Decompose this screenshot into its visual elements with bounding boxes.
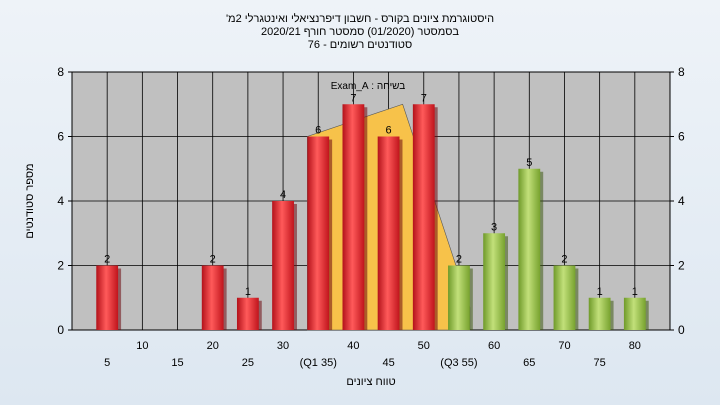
x-tick-label-10: 10 bbox=[136, 340, 148, 352]
x-tick-label-35: (Q1 35) bbox=[300, 357, 337, 369]
bar-value-label-70: 2 bbox=[561, 254, 567, 266]
y-axis-right: 0 2 4 6 8 bbox=[670, 65, 685, 337]
x-tick-label-70: 70 bbox=[558, 340, 570, 352]
y-tick-label-left: 0 bbox=[57, 323, 64, 337]
bar-value-label-25: 1 bbox=[245, 286, 251, 298]
x-tick-label-30: 30 bbox=[277, 340, 289, 352]
bar-35 bbox=[307, 136, 330, 330]
value-labels: 2 2 1 4 6 7 6 7 2 3 5 2 1 1 bbox=[104, 92, 638, 298]
bar-value-label-50: 7 bbox=[421, 92, 427, 104]
x-axis: 5 10 15 20 25 30 (Q1 35) 40 45 50 (Q3 55) 60 65 70 75 8… bbox=[104, 340, 641, 369]
bar-60 bbox=[483, 233, 506, 330]
y-axis-label: מספר סטודנטים bbox=[24, 163, 36, 238]
y-tick-label-right: 4 bbox=[678, 194, 685, 208]
x-tick-label-45: 45 bbox=[382, 357, 394, 369]
bars-group bbox=[96, 104, 649, 330]
bar-70 bbox=[553, 265, 576, 330]
y-axis-left: 0 2 4 6 8 bbox=[57, 65, 72, 337]
y-tick-label-right: 8 bbox=[678, 65, 685, 79]
bar-30 bbox=[272, 201, 294, 330]
x-tick-label-15: 15 bbox=[171, 357, 183, 369]
bar-20 bbox=[201, 265, 224, 330]
chart-title-line-2: בסמסטר (01/2020) סמסטר חורף 2020/21 bbox=[261, 26, 459, 38]
bar-value-label-5: 2 bbox=[104, 254, 110, 266]
bar-80 bbox=[623, 297, 646, 330]
x-tick-label-80: 80 bbox=[629, 340, 641, 352]
x-tick-label-75: 75 bbox=[594, 357, 606, 369]
bar-65 bbox=[518, 168, 541, 330]
bar-value-label-65: 5 bbox=[526, 157, 532, 169]
y-tick-label-left: 8 bbox=[57, 65, 64, 79]
y-tick-label-right: 2 bbox=[678, 259, 685, 273]
bar-value-label-80: 1 bbox=[632, 286, 638, 298]
bar-value-label-45: 6 bbox=[386, 125, 392, 137]
y-tick-label-right: 6 bbox=[678, 130, 685, 144]
bar-40 bbox=[342, 104, 365, 330]
y-tick-label-right: 0 bbox=[678, 323, 685, 337]
exam-annotation: בשיחה : Exam_A bbox=[331, 81, 406, 92]
x-tick-label-55: (Q3 55) bbox=[440, 357, 477, 369]
y-tick-label-left: 2 bbox=[57, 259, 64, 273]
x-axis-label: טווח ציונים bbox=[346, 376, 395, 388]
bar-value-label-20: 2 bbox=[210, 254, 216, 266]
x-tick-label-5: 5 bbox=[104, 357, 110, 369]
x-tick-label-25: 25 bbox=[242, 357, 254, 369]
bar-value-label-30: 4 bbox=[280, 189, 286, 201]
y-tick-label-left: 6 bbox=[57, 130, 64, 144]
bar-value-label-35: 6 bbox=[315, 125, 321, 137]
x-tick-label-50: 50 bbox=[418, 340, 430, 352]
bar-45 bbox=[377, 136, 400, 330]
bar-5 bbox=[96, 265, 119, 330]
x-tick-label-65: 65 bbox=[523, 357, 535, 369]
chart-title-line-1: היסטוגרמת ציונים בקורס - חשבון דיפרנציאל… bbox=[226, 12, 494, 25]
x-tick-label-60: 60 bbox=[488, 340, 500, 352]
x-tick-label-40: 40 bbox=[347, 340, 359, 352]
bar-50 bbox=[412, 104, 435, 330]
y-tick-label-left: 4 bbox=[57, 194, 64, 208]
bar-value-label-55: 2 bbox=[456, 254, 462, 266]
x-tick-label-20: 20 bbox=[207, 340, 219, 352]
chart-title-line-3: סטודנטים רשומים - 76 bbox=[308, 39, 412, 51]
bar-75 bbox=[588, 297, 611, 330]
bar-value-label-75: 1 bbox=[597, 286, 603, 298]
bar-value-label-40: 7 bbox=[350, 92, 356, 104]
bar-55 bbox=[448, 265, 470, 330]
bar-value-label-60: 3 bbox=[491, 221, 497, 233]
bar-25 bbox=[236, 297, 259, 330]
